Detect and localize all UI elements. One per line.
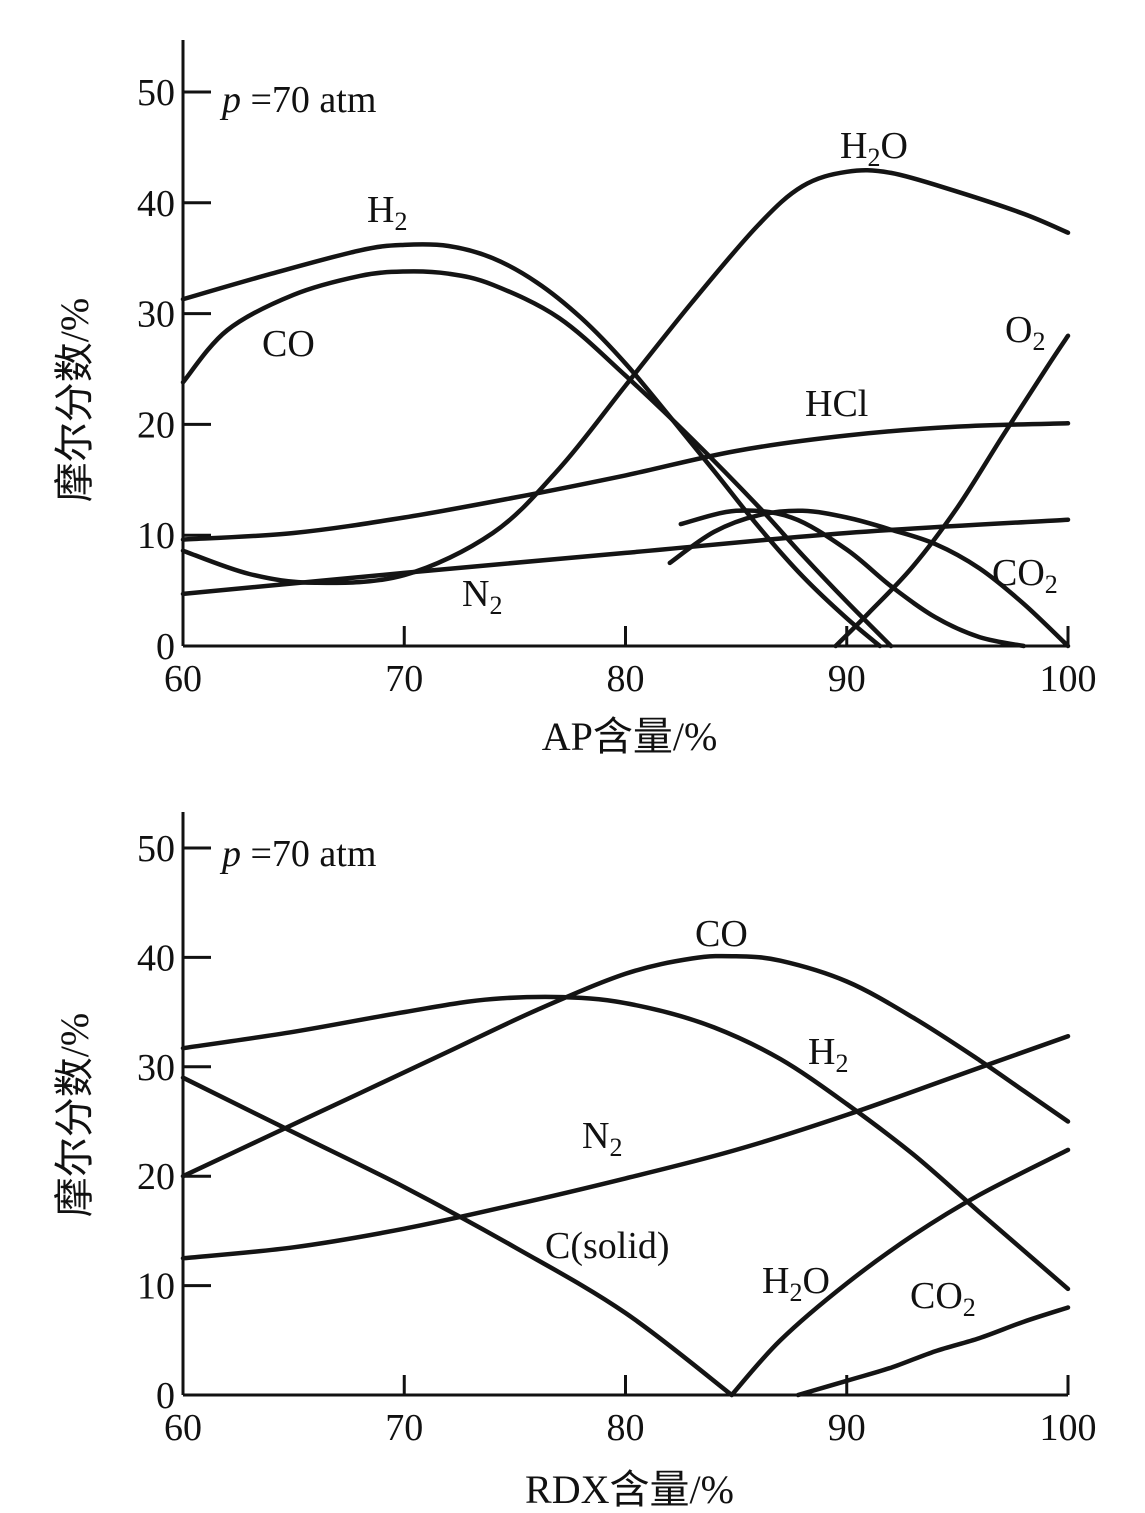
x-tick-label: 100 <box>1040 1407 1097 1449</box>
y-axis-title: 摩尔分数/% <box>52 298 97 502</box>
x-tick-label: 70 <box>385 1407 423 1449</box>
y-tick-label: 10 <box>137 1266 175 1308</box>
series-label-h2o: H2​O <box>840 125 908 172</box>
y-tick-label: 50 <box>137 828 175 870</box>
y-tick-label: 30 <box>137 1047 175 1089</box>
x-tick-label: 80 <box>607 658 645 700</box>
y-tick-label: 40 <box>137 937 175 979</box>
y-tick-label: 20 <box>137 1156 175 1198</box>
series-label-n2: N2​ <box>462 573 502 620</box>
pressure-annotation: p =70 atm <box>219 79 376 121</box>
x-tick-label: 100 <box>1040 658 1097 700</box>
y-tick-label: 40 <box>137 183 175 225</box>
x-tick-label: 90 <box>828 658 866 700</box>
x-tick-label: 70 <box>385 658 423 700</box>
x-tick-label: 60 <box>164 658 202 700</box>
x-tick-label: 60 <box>164 1407 202 1449</box>
series-label-co2: CO2​ <box>992 552 1058 599</box>
series-line-n2 <box>180 517 1071 597</box>
series-line-csolid <box>180 1075 734 1398</box>
series-label-n2: N2​ <box>582 1115 622 1162</box>
y-tick-label: 30 <box>137 294 175 336</box>
series-line-co <box>180 269 894 649</box>
series-line-h2o <box>180 168 1071 586</box>
y-tick-label: 20 <box>137 404 175 446</box>
chart-panel-rdx: 60 70 80 90 100 0 10 20 30 40 50 摩尔分数/% RDX含量/% p =70… <box>52 812 1097 1512</box>
series-line-h2 <box>180 994 1071 1292</box>
series-label-co: CO <box>695 913 748 955</box>
y-tick-label: 10 <box>137 515 175 557</box>
chart-panel-ap: 60 70 80 90 100 0 10 20 30 40 50 摩尔分数/% AP含量/% p =70 … <box>52 40 1097 759</box>
series-label-csolid: C(solid) <box>545 1225 670 1267</box>
series-label-h2: H2​ <box>808 1031 848 1078</box>
x-axis-title: RDX含量/% <box>525 1467 734 1512</box>
y-axis-title: 摩尔分数/% <box>52 1013 97 1217</box>
series-label-h2o: H2​O <box>762 1260 830 1307</box>
series-label-hcl: HCl <box>805 383 868 425</box>
series-line-h2 <box>180 242 883 649</box>
series-line-co <box>180 953 1071 1179</box>
series-line-unnamed <box>678 508 1027 649</box>
series-line-hcl <box>180 421 1071 542</box>
pressure-annotation: p =70 atm <box>219 833 376 875</box>
series-line-n2 <box>180 1033 1071 1261</box>
series-label-co2: CO2​ <box>910 1275 976 1322</box>
series-line-co2 <box>667 508 1071 649</box>
series-line-h2o <box>729 1147 1071 1398</box>
series-line-o2 <box>833 333 1071 649</box>
series-label-o2: O2​ <box>1005 309 1045 356</box>
y-tick-label: 50 <box>137 72 175 114</box>
y-tick-label: 0 <box>156 626 175 668</box>
x-axis-title: AP含量/% <box>542 714 718 759</box>
x-tick-label: 80 <box>607 1407 645 1449</box>
series-label-co: CO <box>262 323 315 365</box>
x-tick-label: 90 <box>828 1407 866 1449</box>
series-line-co2 <box>795 1305 1071 1398</box>
y-tick-label: 0 <box>156 1375 175 1417</box>
series-label-h2: H2​ <box>367 189 407 236</box>
